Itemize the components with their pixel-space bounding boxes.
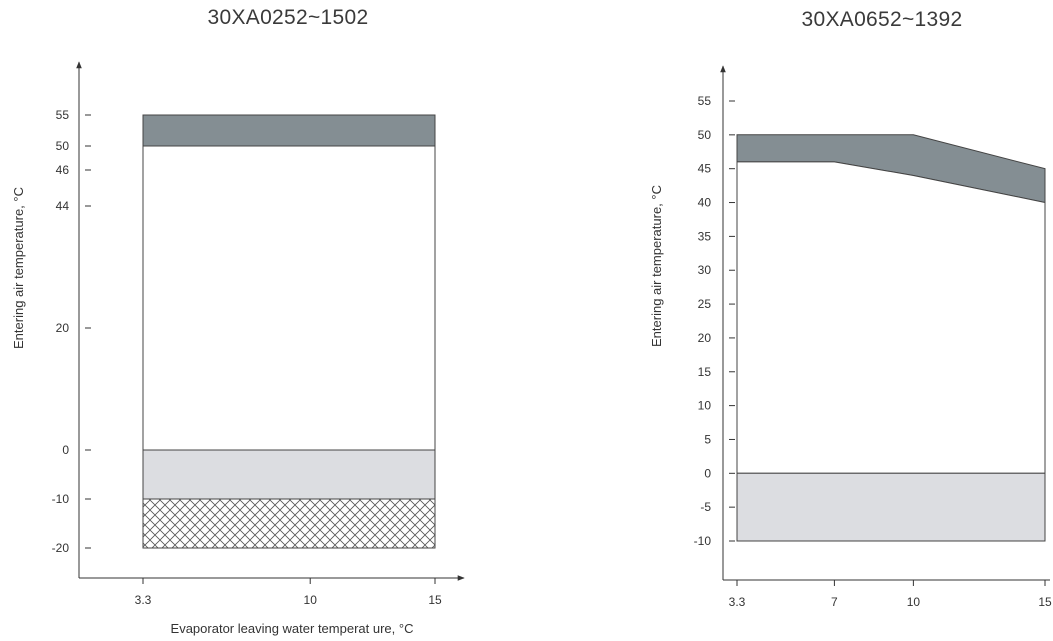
left-xtick-label: 15 (428, 593, 442, 607)
left-chart: 55 50 46 44 20 0 -10 -20 3.3 10 15 Entering air te… (11, 61, 465, 636)
right-regions (736, 134, 1046, 542)
left-ytick-label: -10 (52, 492, 70, 506)
left-region-0 (142, 114, 436, 147)
right-ytick-label: -5 (700, 500, 711, 514)
right-ytick-label: 25 (698, 297, 712, 311)
right-xtick-label: 3.3 (729, 595, 746, 609)
right-y-axis-label: Entering air temperature, °C (649, 185, 664, 347)
right-ytick-label: 40 (698, 196, 712, 210)
left-ytick-label: 44 (56, 199, 70, 213)
right-ytick-label: 0 (704, 466, 711, 480)
right-xtick-label: 15 (1038, 595, 1052, 609)
left-region-2 (142, 449, 436, 500)
left-ytick-label: 55 (56, 108, 70, 122)
right-region-2 (736, 472, 1046, 542)
right-ytick-label: -10 (694, 534, 712, 548)
right-ytick-label: 20 (698, 331, 712, 345)
chart-title-left: 30XA0252~1502 (207, 6, 369, 29)
right-ytick-label: 35 (698, 229, 712, 243)
left-ytick-label: -20 (52, 541, 70, 555)
left-ytick-label: 46 (56, 163, 70, 177)
right-xtick-label: 7 (831, 595, 838, 609)
left-xtick-label: 3.3 (135, 593, 152, 607)
left-region-3 (142, 498, 436, 549)
right-ytick-label: 5 (704, 432, 711, 446)
right-xtick-label: 10 (907, 595, 921, 609)
left-ytick-label: 20 (56, 321, 70, 335)
left-ytick-label: 0 (62, 443, 69, 457)
right-ytick-label: 10 (698, 399, 712, 413)
right-region-1 (736, 161, 1046, 474)
left-ticks: 55 50 46 44 20 0 -10 -20 3.3 10 15 (52, 108, 442, 607)
right-ytick-label: 15 (698, 365, 712, 379)
left-xtick-label: 10 (304, 593, 318, 607)
right-ytick-label: 55 (698, 94, 712, 108)
right-ytick-label: 30 (698, 263, 712, 277)
left-x-axis-label: Evaporator leaving water temperat ure, °… (171, 621, 414, 636)
chart-title-right: 30XA0652~1392 (801, 8, 963, 31)
right-ytick-label: 50 (698, 128, 712, 142)
left-regions (142, 114, 436, 549)
left-y-axis-label: Entering air temperature, °C (11, 187, 26, 349)
left-region-1 (142, 145, 436, 451)
left-ytick-label: 50 (56, 139, 70, 153)
right-ytick-label: 45 (698, 162, 712, 176)
